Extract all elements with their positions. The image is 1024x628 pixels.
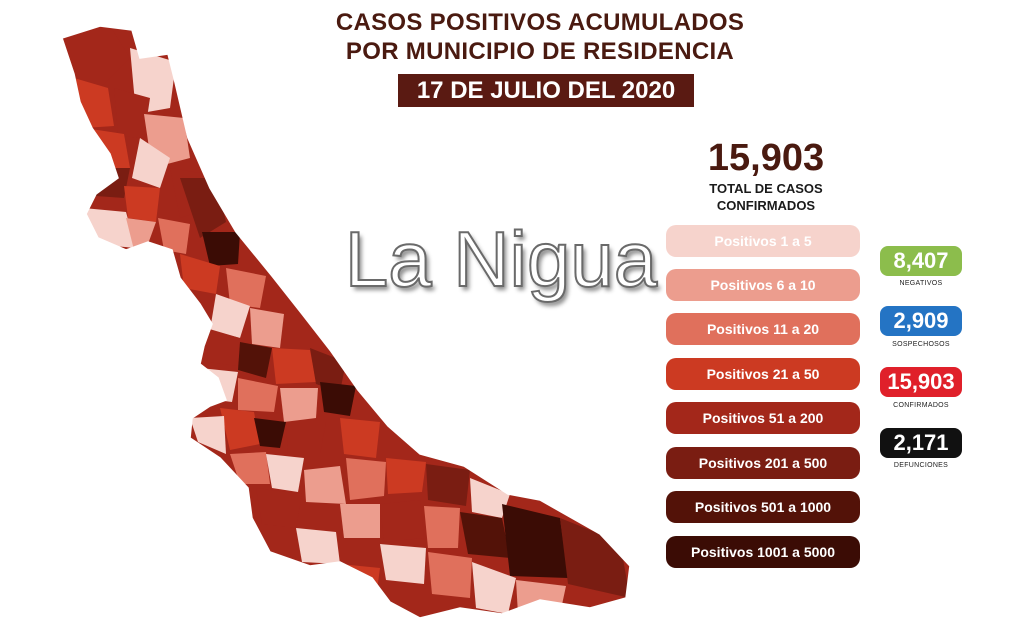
legend-item-1001-5000: Positivos 1001 a 5000 <box>666 536 860 568</box>
title-line-1: CASOS POSITIVOS ACUMULADOS <box>335 9 745 36</box>
total-caption-line-1: TOTAL DE CASOS <box>709 181 823 196</box>
municipality <box>296 528 340 564</box>
municipality <box>230 452 270 484</box>
municipality <box>346 458 386 500</box>
municipality <box>470 478 510 518</box>
municipality <box>250 308 284 348</box>
municipality <box>502 504 568 578</box>
municipality <box>280 388 318 422</box>
municipality <box>210 294 250 338</box>
municipality <box>386 458 426 494</box>
legend-item-501-1000: Positivos 501 a 1000 <box>666 491 860 523</box>
municipality <box>190 416 226 454</box>
municipality <box>158 218 190 254</box>
municipality <box>206 328 240 366</box>
municipality <box>220 408 260 450</box>
legend-item-21-50: Positivos 21 a 50 <box>666 358 860 390</box>
municipality <box>460 512 510 558</box>
municipality <box>426 464 470 506</box>
map-title: CASOS POSITIVOS ACUMULADOS POR MUNICIPIO… <box>300 8 780 66</box>
sospechosos-badge: 2,909 <box>880 306 962 336</box>
municipality <box>272 348 316 384</box>
municipality <box>256 488 302 528</box>
defunciones-badge: 2,171 <box>880 428 962 458</box>
municipality <box>114 88 150 138</box>
municipalities <box>62 26 630 618</box>
municipality <box>266 454 304 492</box>
legend-item-6-10: Positivos 6 a 10 <box>666 269 860 301</box>
date-banner: 17 DE JULIO DEL 2020 <box>398 74 694 107</box>
municipality <box>340 418 380 458</box>
total-cases-number: 15,903 <box>707 137 825 179</box>
negativos-label: NEGATIVOS <box>899 280 943 287</box>
municipality <box>238 378 278 412</box>
state-outline <box>61 25 631 619</box>
municipality <box>472 562 516 614</box>
municipality <box>84 128 130 168</box>
municipality <box>380 500 424 542</box>
negativos-badge: 8,407 <box>880 246 962 276</box>
total-cases-caption: TOTAL DE CASOS CONFIRMADOS <box>676 180 856 214</box>
confirmados-badge: 15,903 <box>880 367 962 397</box>
municipality <box>380 544 426 584</box>
municipality <box>124 186 160 222</box>
legend-item-11-20: Positivos 11 a 20 <box>666 313 860 345</box>
municipality <box>286 422 326 454</box>
municipality <box>62 26 130 88</box>
veracruz-municipality-map <box>61 25 631 619</box>
municipality <box>428 552 472 598</box>
municipality <box>238 342 272 378</box>
confirmados-label: CONFIRMADOS <box>893 402 949 409</box>
municipality <box>226 268 266 308</box>
municipality <box>202 232 240 266</box>
municipality <box>340 504 380 538</box>
municipality <box>320 382 356 416</box>
legend-item-1-5: Positivos 1 a 5 <box>666 225 860 257</box>
municipality <box>254 418 286 448</box>
sospechosos-label: SOSPECHOSOS <box>892 341 950 348</box>
municipality <box>424 506 460 548</box>
municipality <box>180 254 220 294</box>
legend-item-51-200: Positivos 51 a 200 <box>666 402 860 434</box>
total-caption-line-2: CONFIRMADOS <box>716 198 816 213</box>
defunciones-label: DEFUNCIONES <box>893 462 949 469</box>
municipality <box>304 466 346 504</box>
municipality <box>560 518 630 598</box>
title-line-2: POR MUNICIPIO DE RESIDENCIA <box>345 38 735 65</box>
watermark-text: La Nigua <box>344 214 658 304</box>
legend-item-201-500: Positivos 201 a 500 <box>666 447 860 479</box>
municipality <box>200 368 238 402</box>
municipality <box>132 138 170 188</box>
